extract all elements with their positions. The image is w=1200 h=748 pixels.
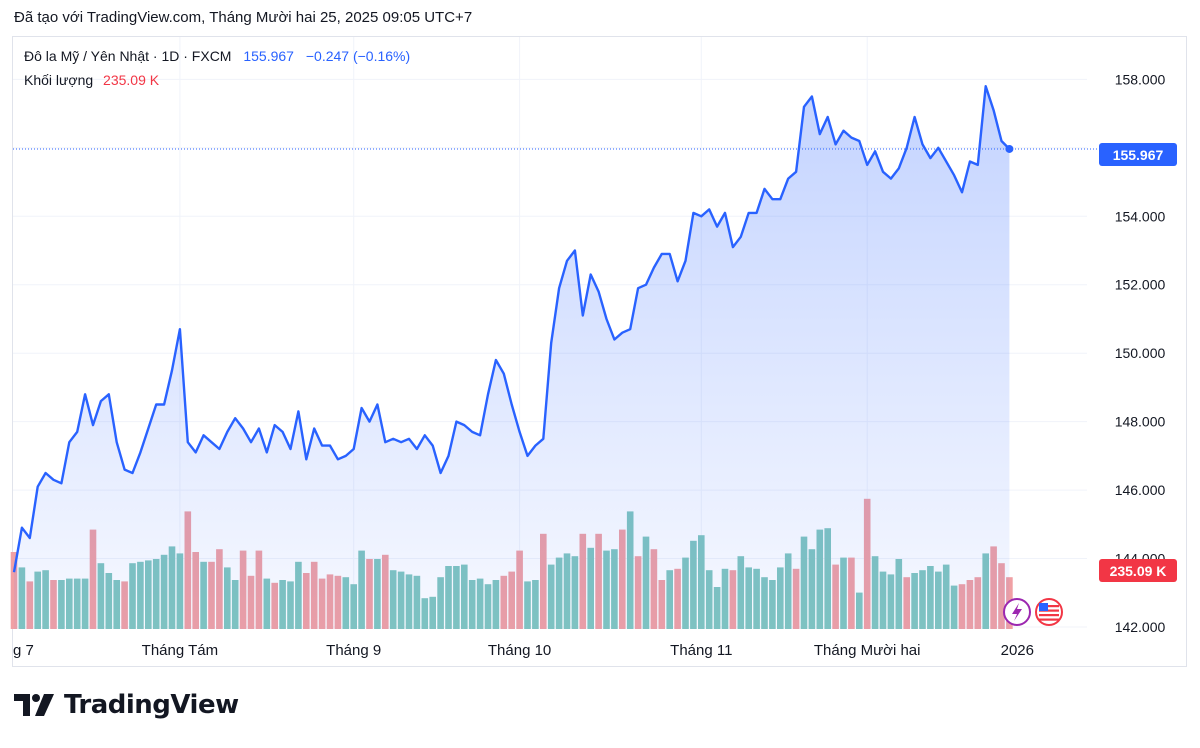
volume-value: 235.09 K	[103, 72, 160, 88]
price-area-fill	[14, 86, 1010, 629]
tradingview-logo-icon	[14, 694, 54, 716]
y-tick-label: 150.000	[1115, 345, 1166, 361]
price-badge: 155.967	[1099, 143, 1177, 166]
header-caption: Đã tạo với TradingView.com, Tháng Mười h…	[14, 9, 473, 26]
y-tick-label: 158.000	[1115, 71, 1166, 87]
volume-badge: 235.09 K	[1099, 559, 1177, 582]
y-tick-label: 148.000	[1115, 414, 1166, 430]
y-tick-label: 146.000	[1115, 482, 1166, 498]
us-flag-icon[interactable]	[1035, 598, 1063, 626]
x-tick-label: Tháng Mười hai	[814, 642, 921, 659]
x-tick-label: Tháng 10	[488, 642, 551, 659]
price-change-value: −0.247 (−0.16%)	[305, 48, 411, 64]
y-tick-label: 154.000	[1115, 208, 1166, 224]
x-axis[interactable]: g 7 Tháng Tám Tháng 9 Tháng 10 Tháng 11 Tháng…	[13, 642, 1034, 659]
tradingview-wordmark: TradingView	[64, 690, 239, 720]
y-tick-label: 142.000	[1115, 619, 1166, 635]
volume-badge-text: 235.09 K	[1110, 563, 1167, 579]
last-price-dot	[1005, 144, 1014, 153]
x-tick-label: 2026	[1001, 642, 1034, 659]
chart-legend: Đô la Mỹ / Yên Nhật · 1D · FXCM 155.967 …	[24, 48, 410, 64]
volume-label[interactable]: Khối lượng	[24, 72, 94, 88]
x-tick-label: Tháng 9	[326, 642, 381, 659]
price-badge-text: 155.967	[1113, 147, 1164, 163]
x-tick-label: g 7	[13, 642, 34, 659]
lightning-icon[interactable]	[1003, 598, 1031, 626]
tradingview-logo[interactable]: TradingView	[14, 690, 239, 720]
price-line	[12, 85, 1011, 573]
symbol-label[interactable]: Đô la Mỹ / Yên Nhật · 1D · FXCM	[24, 48, 232, 64]
x-tick-label: Tháng 11	[670, 642, 732, 659]
last-price-value: 155.967	[243, 48, 294, 64]
chart-frame[interactable]	[12, 36, 1187, 667]
y-tick-label: 152.000	[1115, 277, 1166, 293]
x-tick-label: Tháng Tám	[142, 642, 218, 659]
volume-legend: Khối lượng 235.09 K	[24, 72, 159, 88]
